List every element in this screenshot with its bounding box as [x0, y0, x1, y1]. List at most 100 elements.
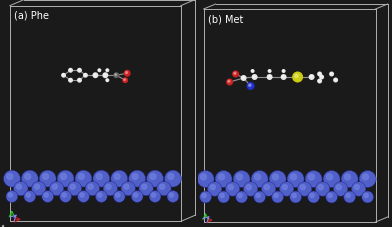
Circle shape [83, 73, 88, 78]
Circle shape [124, 184, 129, 189]
Circle shape [147, 170, 163, 187]
Text: (a) Phe: (a) Phe [14, 11, 49, 20]
Circle shape [281, 70, 286, 74]
Circle shape [42, 191, 54, 202]
Circle shape [267, 75, 272, 81]
Circle shape [316, 182, 330, 196]
Ellipse shape [289, 181, 302, 186]
Ellipse shape [227, 191, 238, 195]
Ellipse shape [361, 181, 374, 186]
Circle shape [124, 79, 125, 81]
Circle shape [326, 191, 338, 203]
Ellipse shape [94, 180, 108, 185]
Circle shape [215, 171, 232, 188]
Ellipse shape [140, 190, 152, 195]
Ellipse shape [217, 181, 230, 186]
Circle shape [103, 182, 118, 196]
Circle shape [283, 71, 284, 72]
Ellipse shape [201, 198, 211, 202]
Circle shape [220, 194, 224, 198]
Circle shape [234, 73, 236, 75]
Ellipse shape [61, 198, 70, 201]
Circle shape [169, 193, 174, 197]
Ellipse shape [199, 181, 212, 186]
Ellipse shape [255, 198, 264, 202]
Circle shape [336, 185, 341, 190]
Circle shape [236, 191, 248, 203]
Ellipse shape [114, 198, 124, 201]
Circle shape [218, 174, 225, 180]
Circle shape [68, 69, 73, 73]
Circle shape [200, 191, 212, 203]
Circle shape [25, 174, 31, 180]
Circle shape [93, 170, 110, 187]
Circle shape [233, 171, 250, 188]
Circle shape [334, 79, 336, 81]
Circle shape [246, 185, 251, 190]
Circle shape [328, 194, 332, 198]
Circle shape [78, 174, 84, 180]
Circle shape [69, 70, 71, 71]
Circle shape [78, 80, 80, 81]
Circle shape [241, 76, 247, 82]
Ellipse shape [307, 181, 320, 186]
Ellipse shape [33, 190, 44, 195]
Circle shape [344, 191, 356, 203]
Circle shape [44, 193, 48, 197]
Circle shape [106, 184, 111, 189]
Circle shape [102, 73, 108, 79]
Ellipse shape [237, 198, 246, 202]
Ellipse shape [253, 181, 267, 186]
Circle shape [60, 191, 71, 202]
Ellipse shape [343, 181, 356, 186]
Circle shape [78, 191, 89, 202]
Circle shape [201, 174, 207, 180]
Circle shape [346, 194, 350, 198]
Circle shape [292, 72, 303, 83]
Ellipse shape [309, 198, 318, 202]
Circle shape [364, 194, 368, 198]
Circle shape [160, 184, 165, 189]
Circle shape [62, 75, 64, 76]
Ellipse shape [150, 198, 160, 201]
Ellipse shape [7, 198, 16, 201]
Circle shape [318, 185, 323, 190]
Circle shape [84, 75, 86, 76]
Ellipse shape [271, 181, 285, 186]
Circle shape [111, 170, 128, 187]
Circle shape [113, 191, 125, 202]
Ellipse shape [79, 198, 88, 201]
Circle shape [62, 193, 66, 197]
Ellipse shape [132, 198, 142, 201]
Circle shape [333, 182, 348, 196]
Circle shape [106, 70, 107, 71]
Circle shape [85, 182, 100, 196]
Circle shape [309, 75, 315, 81]
Circle shape [320, 76, 322, 78]
Circle shape [247, 83, 255, 91]
Ellipse shape [363, 198, 372, 202]
Circle shape [77, 69, 82, 73]
Circle shape [238, 194, 242, 198]
Circle shape [242, 77, 244, 79]
Circle shape [129, 170, 145, 187]
Circle shape [207, 182, 222, 196]
Circle shape [333, 78, 338, 83]
Circle shape [274, 194, 278, 198]
Ellipse shape [263, 191, 274, 195]
Circle shape [6, 191, 18, 202]
Ellipse shape [291, 198, 300, 202]
Ellipse shape [158, 190, 170, 195]
Ellipse shape [166, 180, 180, 185]
Circle shape [165, 170, 181, 187]
Circle shape [327, 174, 332, 180]
Circle shape [309, 174, 314, 180]
Circle shape [167, 191, 179, 202]
Circle shape [345, 174, 350, 180]
Circle shape [351, 182, 366, 196]
Circle shape [354, 185, 359, 190]
Circle shape [363, 174, 368, 180]
Circle shape [261, 182, 276, 196]
Ellipse shape [209, 191, 220, 195]
Circle shape [252, 75, 258, 81]
